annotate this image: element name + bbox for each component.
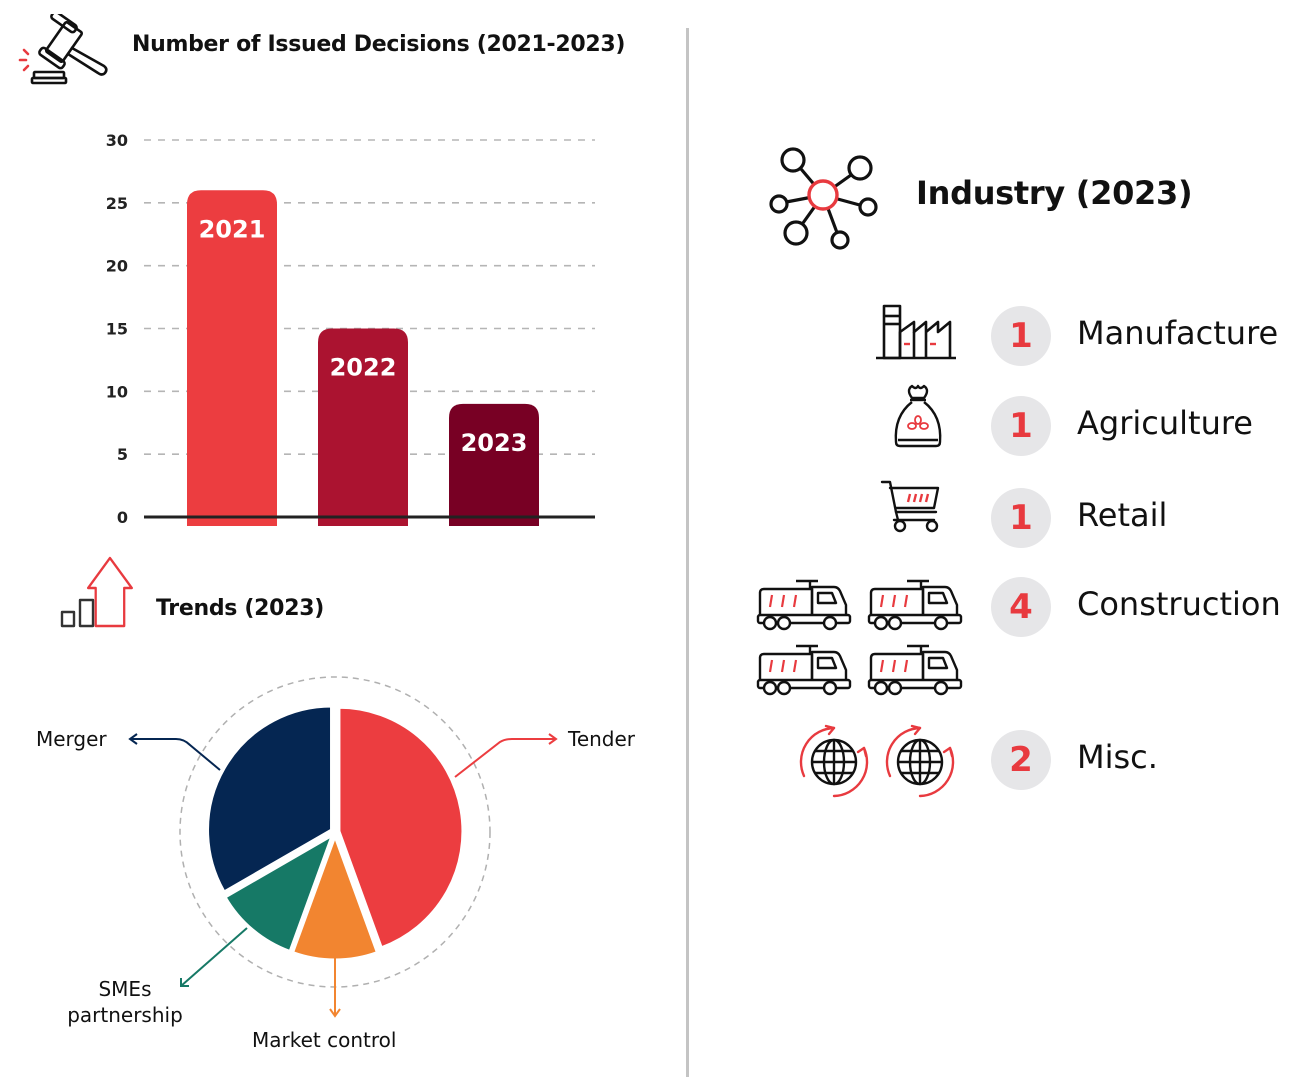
trends-header: Trends (2023): [56, 552, 356, 632]
pie-label-smes-line: partnership: [67, 1003, 183, 1027]
bar-2021: [187, 190, 277, 526]
gavel-icon: [18, 14, 108, 85]
industry-row-manufacture: 1 Manufacture: [760, 304, 1300, 366]
pie-label-tender: Tender: [568, 727, 636, 751]
leader-line-smes: [180, 927, 248, 987]
dump-truck-icon: [756, 579, 852, 631]
industry-label: Retail: [1077, 496, 1168, 534]
industry-label: Manufacture: [1077, 314, 1279, 352]
industry-label: Misc.: [1077, 738, 1158, 776]
decisions-header: Number of Issued Decisions (2021-2023): [14, 14, 654, 86]
globe-cycle-icon: [799, 724, 869, 798]
industry-row-agriculture: 1 Agriculture: [760, 384, 1300, 456]
dump-truck-icon: [867, 644, 963, 696]
bar-label: 2022: [330, 354, 397, 382]
leader-line-tender: [454, 738, 556, 778]
leader-arrow-smes: [180, 978, 189, 987]
industry-label: Agriculture: [1077, 404, 1253, 442]
industry-header: Industry (2023): [760, 138, 1300, 258]
pie-slice-smes-partnership: [222, 831, 336, 954]
bar-2022: [318, 328, 408, 526]
decisions-bar-chart: 0 5 10 15 20 25 30 2021 2022 2023: [106, 131, 595, 527]
bar-label: 2021: [199, 215, 266, 243]
section-divider: [686, 28, 689, 1077]
industry-row-retail: 1 Retail: [760, 480, 1300, 548]
decisions-title: Number of Issued Decisions (2021-2023): [132, 32, 626, 57]
pie-label-smes-line1: SMEs partnership: [62, 976, 188, 1028]
count-badge: 2: [991, 730, 1051, 790]
y-tick-label: 0: [117, 508, 128, 527]
shopping-cart-icon: [880, 480, 940, 533]
pie-label-smes: SMEs partnership: [67, 977, 183, 1027]
bar-2023: [449, 403, 539, 526]
dump-truck-icon: [756, 644, 852, 696]
grain-sack-icon: [894, 384, 942, 448]
industry-label: Construction: [1077, 585, 1281, 623]
leader-line-merger: [130, 738, 221, 771]
count-badge: 1: [991, 396, 1051, 456]
factory-icon: [876, 304, 956, 360]
y-tick-label: 20: [106, 257, 128, 276]
leader-arrow-market-control: [329, 1008, 341, 1018]
pie-label-smes-line: SMEs: [98, 977, 152, 1001]
network-hub-icon: [769, 147, 878, 250]
y-tick-label: 10: [106, 382, 128, 401]
y-tick-label: 25: [106, 194, 128, 213]
industry-row-misc: 2 Misc.: [760, 724, 1300, 798]
y-tick-label: 30: [106, 131, 128, 150]
leader-arrow-merger: [128, 733, 138, 745]
industry-title: Industry (2023): [916, 174, 1193, 212]
dump-truck-icon: [867, 579, 963, 631]
industry-row-construction: 4 Construction: [756, 577, 1300, 697]
y-tick-label: 5: [117, 445, 128, 464]
pie-slice-tender: [337, 705, 465, 950]
globe-cycle-icon: [885, 724, 955, 798]
globe-cycle-icon-group: [796, 724, 966, 798]
bar-label: 2023: [461, 429, 528, 457]
growth-chart-icon: [60, 556, 133, 628]
y-tick-label: 15: [106, 320, 128, 339]
pie-label-merger: Merger: [36, 727, 107, 751]
count-badge: 1: [991, 306, 1051, 366]
trends-pie-chart: [128, 676, 558, 1018]
pie-slice-merger: [206, 704, 334, 895]
trends-title: Trends (2023): [156, 596, 324, 621]
dump-truck-icon-group: [756, 575, 966, 696]
leader-arrow-tender: [548, 733, 558, 745]
count-badge: 4: [991, 577, 1051, 637]
pie-label-market-control: Market control: [252, 1028, 397, 1052]
count-badge: 1: [991, 488, 1051, 548]
